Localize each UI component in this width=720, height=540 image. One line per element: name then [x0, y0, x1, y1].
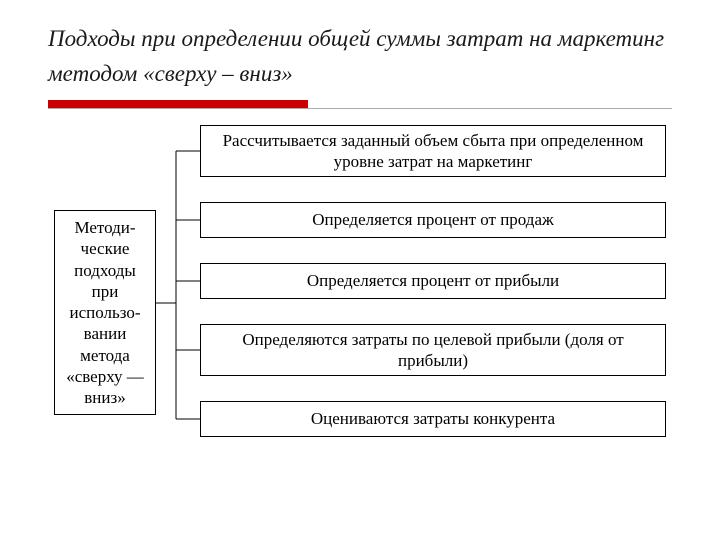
leaf-node: Определяется процент от продаж	[200, 202, 666, 238]
title-underline	[48, 108, 672, 109]
leaf-node: Рассчитывается заданный объем сбыта при …	[200, 125, 666, 177]
leaf-node: Определяется процент от прибыли	[200, 263, 666, 299]
root-node: Методи- ческие подходы при использо- ван…	[54, 210, 156, 415]
page-title: Подходы при определении общей суммы затр…	[48, 22, 672, 91]
tree-diagram: Методи- ческие подходы при использо- ван…	[48, 125, 672, 505]
leaf-node: Определяются затраты по целевой прибыли …	[200, 324, 666, 376]
leaf-node: Оцениваются затраты конкурента	[200, 401, 666, 437]
